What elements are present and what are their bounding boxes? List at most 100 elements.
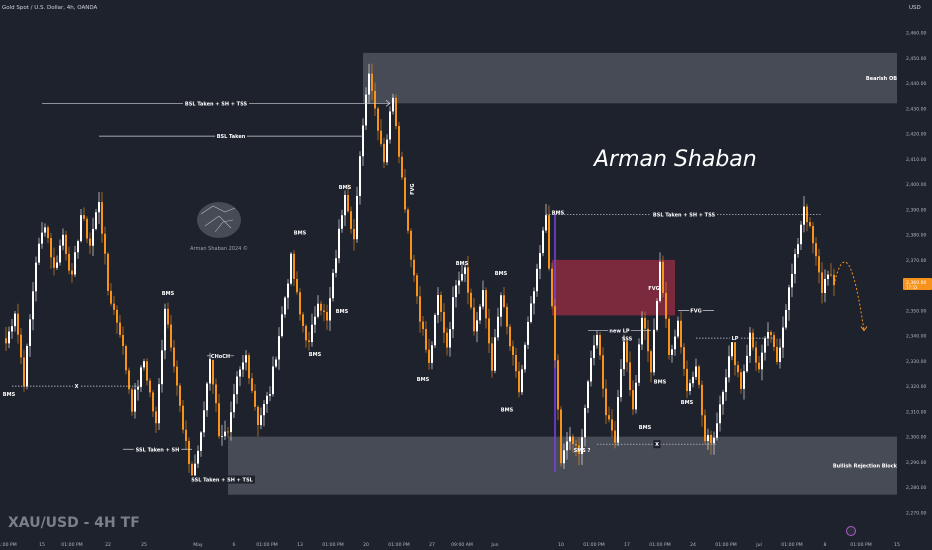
candle-body xyxy=(299,292,301,315)
time-tick-label: 01:00 PM xyxy=(715,542,736,548)
candle-body xyxy=(17,313,19,335)
candle-body xyxy=(326,311,328,321)
candle-body xyxy=(761,352,763,370)
time-tick-label: 20 xyxy=(363,542,369,548)
candle-body xyxy=(197,450,199,464)
candle-body xyxy=(194,463,196,478)
choch-label-bg xyxy=(210,351,231,360)
candle-body xyxy=(833,274,835,286)
candle-body xyxy=(617,397,619,443)
candle-body xyxy=(818,256,820,273)
bsl-taken-label: BSL Taken xyxy=(217,134,246,140)
candle-body xyxy=(620,369,622,398)
candle-body xyxy=(452,297,454,330)
x-bottom-label-bg xyxy=(653,440,661,449)
candle-body xyxy=(155,411,157,424)
time-tick-label: 24 xyxy=(690,542,696,548)
candle-body xyxy=(515,354,517,372)
fvg-label-right-label-bg xyxy=(689,306,703,315)
candle-body xyxy=(371,73,373,91)
projection-arrow-icon xyxy=(860,326,868,332)
candle-body xyxy=(74,252,76,275)
candle-body xyxy=(395,97,397,127)
candle-body xyxy=(584,407,586,438)
candle-body xyxy=(665,292,667,319)
candle-body xyxy=(254,390,256,407)
price-tick-label: 2,450.00 xyxy=(906,56,927,62)
candle-body xyxy=(776,346,778,362)
candle-body xyxy=(143,361,145,368)
candle-body xyxy=(557,360,559,410)
candle-body xyxy=(425,329,427,350)
candle-body xyxy=(602,355,604,389)
candle-body xyxy=(500,295,502,317)
price-axis-background xyxy=(902,0,932,550)
candle-body xyxy=(485,290,487,319)
brain-logo: Arman Shaban 2024 © xyxy=(190,202,248,252)
candle-body xyxy=(827,274,829,279)
bms-label: BMS xyxy=(309,352,322,358)
candle-body xyxy=(317,303,319,317)
candle-body xyxy=(779,347,781,362)
ssl-taken-sh-tsl-label-bg xyxy=(189,475,255,484)
bsl-taken-sh-tss-right-label: BSL Taken + SH + TSS xyxy=(653,212,716,218)
candle-body xyxy=(704,415,706,442)
candle-body xyxy=(614,430,616,443)
candle-body xyxy=(473,307,475,332)
settings-icon[interactable] xyxy=(846,526,856,536)
bsl-taken-sh-tss-top-label-bg xyxy=(183,99,249,108)
candle-body xyxy=(695,366,697,377)
candle-body xyxy=(140,367,142,387)
ssl-taken-sh-tsl-label: SSL Taken + SH + TSL xyxy=(191,478,253,484)
bms-label: BMS xyxy=(417,377,430,383)
candle-body xyxy=(446,332,448,348)
candle-body xyxy=(524,344,526,370)
symbol-header[interactable]: Gold Spot / U.S. Dollar, 4h, OANDA xyxy=(2,5,98,11)
candle-body xyxy=(767,332,769,339)
candle-body xyxy=(107,253,109,291)
candle-body xyxy=(536,268,538,292)
time-tick-label: 27 xyxy=(429,542,435,548)
candle-body xyxy=(128,370,130,390)
settings-badge[interactable] xyxy=(846,526,856,536)
candle-body xyxy=(389,111,391,140)
candle-body xyxy=(572,436,574,445)
annotations-layer: BSL Taken + SH + TSS BSL Taken BSL Taken +… xyxy=(3,99,868,484)
candle-body xyxy=(296,278,298,293)
candle-body xyxy=(737,365,739,373)
candle-body xyxy=(257,406,259,426)
signature: Arman Shaban xyxy=(592,147,757,172)
candle-body xyxy=(260,415,262,426)
candle-body xyxy=(101,202,103,234)
price-axis[interactable]: 2,270.00 2,280.00 2,290.00 2,300.00 2,310.00… xyxy=(902,0,932,550)
candle-body xyxy=(374,90,376,109)
candle-body xyxy=(41,232,43,244)
candle-body xyxy=(305,325,307,341)
candle-body xyxy=(125,346,127,371)
candle-body xyxy=(335,258,337,273)
time-tick-label: 6 xyxy=(233,542,236,548)
candle-body xyxy=(365,94,367,126)
candle-body xyxy=(329,298,331,321)
zones-layer: Bearish OB Bullish Rejection Block xyxy=(228,52,898,495)
candle-body xyxy=(569,436,571,442)
time-tick-label: 01:00 PM xyxy=(388,542,409,548)
candle-body xyxy=(8,331,10,344)
candle-body xyxy=(773,335,775,347)
candle-body xyxy=(170,324,172,348)
candle-body xyxy=(788,287,790,310)
fvg-box xyxy=(552,259,675,316)
candle-body xyxy=(281,314,283,337)
time-axis[interactable]: 01:00 PM 15 01:00 PM 22 25 May 6 01:00 PM 13 01:0… xyxy=(0,538,932,550)
candle-body xyxy=(245,355,247,363)
candle-body xyxy=(554,306,556,361)
candle-body xyxy=(680,320,682,348)
candle-body xyxy=(23,357,25,387)
bsl-taken-sh-tss-right-label-bg xyxy=(651,210,717,219)
candle-body xyxy=(227,431,229,433)
time-axis-background xyxy=(0,538,932,550)
candle-body xyxy=(632,390,634,410)
candle-body xyxy=(110,290,112,304)
candle-body xyxy=(233,394,235,413)
